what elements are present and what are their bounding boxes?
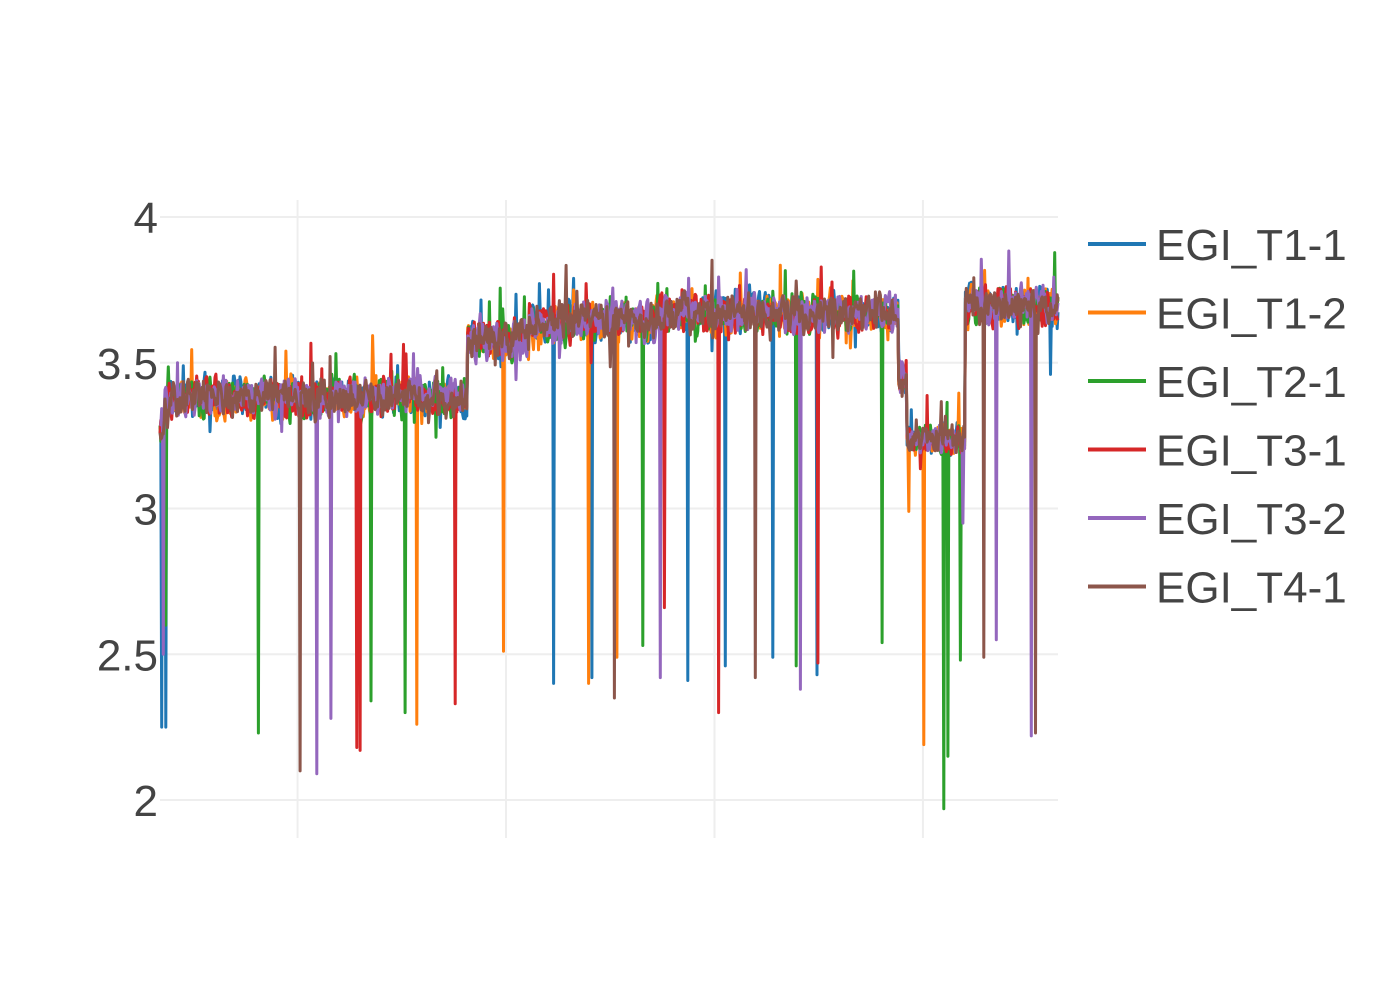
y-tick-label: 3.5: [97, 340, 158, 389]
legend-label: EGI_T4-1: [1156, 564, 1347, 613]
legend-item[interactable]: EGI_T1-2: [1088, 290, 1347, 339]
legend-label: EGI_T3-1: [1156, 427, 1347, 476]
legend-item[interactable]: EGI_T4-1: [1088, 564, 1347, 613]
y-tick-label: 2: [134, 777, 158, 826]
legend-label: EGI_T1-1: [1156, 221, 1347, 270]
legend-item[interactable]: EGI_T2-1: [1088, 358, 1347, 407]
plot-area: [158, 249, 1060, 811]
series-line-egi_t4-1: [158, 258, 1060, 773]
y-axis: 4 3.5 3 2.5 2: [97, 194, 158, 826]
legend-label: EGI_T2-1: [1156, 358, 1347, 407]
legend-item[interactable]: EGI_T3-1: [1088, 427, 1347, 476]
legend-item[interactable]: EGI_T3-2: [1088, 495, 1347, 544]
legend: EGI_T1-1 EGI_T1-2 EGI_T2-1 EGI_T3-1 EGI_T3-2…: [1088, 221, 1347, 613]
legend-label: EGI_T3-2: [1156, 495, 1347, 544]
y-tick-label: 2.5: [97, 631, 158, 680]
legend-item[interactable]: EGI_T1-1: [1088, 221, 1347, 270]
legend-label: EGI_T1-2: [1156, 290, 1347, 339]
y-tick-label: 4: [134, 194, 158, 243]
y-tick-label: 3: [134, 486, 158, 535]
